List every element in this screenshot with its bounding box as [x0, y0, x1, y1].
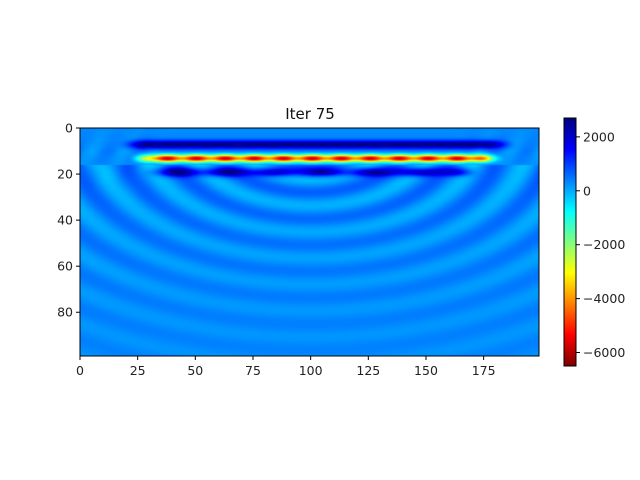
x-tick-label: 175: [472, 363, 496, 378]
y-tick-label: 80: [57, 305, 73, 320]
x-axis: 0 25 50 75 100 125 150 175: [76, 356, 496, 378]
colorbar-tick-label: 2000: [583, 129, 615, 144]
x-tick-label: 125: [356, 363, 380, 378]
colorbar-axis: 2000 0 −2000 −4000 −6000: [576, 129, 625, 360]
x-tick-label: 75: [245, 363, 261, 378]
colorbar-frame: [563, 117, 577, 367]
colorbar-tick-label: 0: [583, 183, 591, 198]
y-tick-label: 40: [57, 213, 73, 228]
colorbar-tick-label: −6000: [583, 345, 625, 360]
x-tick-label: 100: [299, 363, 323, 378]
y-tick-label: 0: [65, 121, 73, 136]
chart-title: Iter 75: [285, 105, 335, 123]
heatmap-image: [80, 128, 539, 356]
y-axis: 0 20 40 60 80: [57, 121, 80, 320]
colorbar-gradient: [564, 118, 576, 366]
colorbar-container: [564, 118, 576, 366]
x-tick-label: 150: [414, 363, 438, 378]
heatmap-container: [80, 128, 539, 356]
y-tick-label: 20: [57, 167, 73, 182]
colorbar-tick-label: −2000: [583, 237, 625, 252]
colorbar-tick-label: −4000: [583, 291, 625, 306]
x-tick-label: 0: [76, 363, 84, 378]
y-tick-label: 60: [57, 259, 73, 274]
x-tick-label: 50: [187, 363, 203, 378]
x-tick-label: 25: [130, 363, 146, 378]
plot-frame: [79, 127, 540, 357]
